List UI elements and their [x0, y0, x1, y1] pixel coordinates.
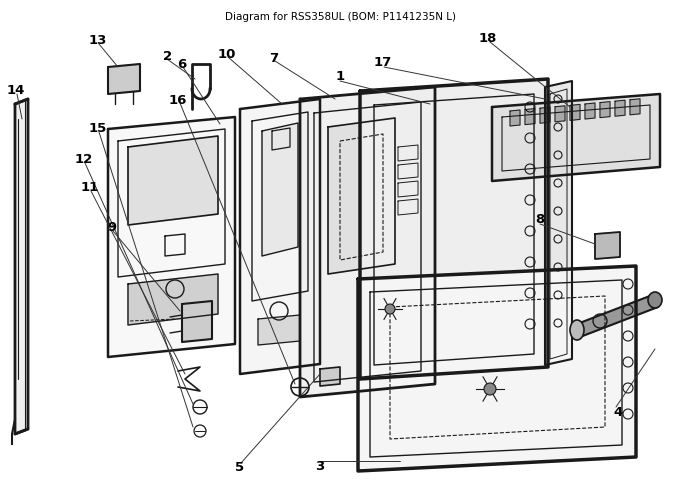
Polygon shape [555, 106, 565, 122]
Polygon shape [595, 232, 620, 259]
Polygon shape [182, 302, 212, 342]
Polygon shape [525, 109, 535, 125]
Polygon shape [15, 100, 28, 434]
Polygon shape [615, 101, 625, 117]
Polygon shape [570, 105, 580, 121]
Polygon shape [398, 182, 418, 197]
Polygon shape [108, 65, 140, 95]
Polygon shape [585, 104, 595, 120]
Polygon shape [328, 119, 395, 274]
Text: 10: 10 [218, 48, 236, 61]
Polygon shape [540, 108, 550, 124]
Text: 16: 16 [169, 93, 187, 106]
Polygon shape [128, 274, 218, 325]
Polygon shape [108, 118, 235, 357]
Polygon shape [320, 367, 340, 386]
Text: 5: 5 [235, 461, 245, 473]
Text: 3: 3 [316, 459, 324, 472]
Text: 4: 4 [613, 406, 623, 419]
Text: 14: 14 [7, 83, 25, 96]
Text: 17: 17 [374, 56, 392, 69]
Polygon shape [262, 124, 298, 257]
Text: 15: 15 [89, 121, 107, 134]
Polygon shape [360, 80, 548, 379]
Polygon shape [510, 111, 520, 127]
Circle shape [484, 383, 496, 395]
Text: 7: 7 [269, 51, 279, 64]
Text: 2: 2 [163, 50, 173, 63]
Polygon shape [577, 294, 658, 337]
Text: 18: 18 [479, 31, 497, 45]
Ellipse shape [648, 292, 662, 308]
Text: 11: 11 [81, 181, 99, 194]
Polygon shape [358, 267, 636, 471]
Text: 9: 9 [107, 221, 116, 234]
Ellipse shape [570, 320, 584, 340]
Polygon shape [398, 164, 418, 180]
Polygon shape [398, 146, 418, 162]
Polygon shape [398, 199, 418, 215]
Polygon shape [128, 136, 218, 226]
Polygon shape [630, 100, 640, 116]
Text: 13: 13 [89, 33, 107, 46]
Text: 6: 6 [177, 59, 186, 71]
Polygon shape [600, 103, 610, 119]
Text: 8: 8 [535, 213, 545, 226]
Text: Diagram for RSS358UL (BOM: P1141235N L): Diagram for RSS358UL (BOM: P1141235N L) [224, 12, 456, 22]
Polygon shape [545, 82, 572, 365]
Polygon shape [492, 95, 660, 182]
Text: 12: 12 [75, 153, 93, 166]
Polygon shape [240, 100, 320, 374]
Circle shape [385, 304, 395, 314]
Polygon shape [258, 316, 300, 345]
Text: 1: 1 [335, 70, 345, 83]
Polygon shape [300, 88, 435, 397]
